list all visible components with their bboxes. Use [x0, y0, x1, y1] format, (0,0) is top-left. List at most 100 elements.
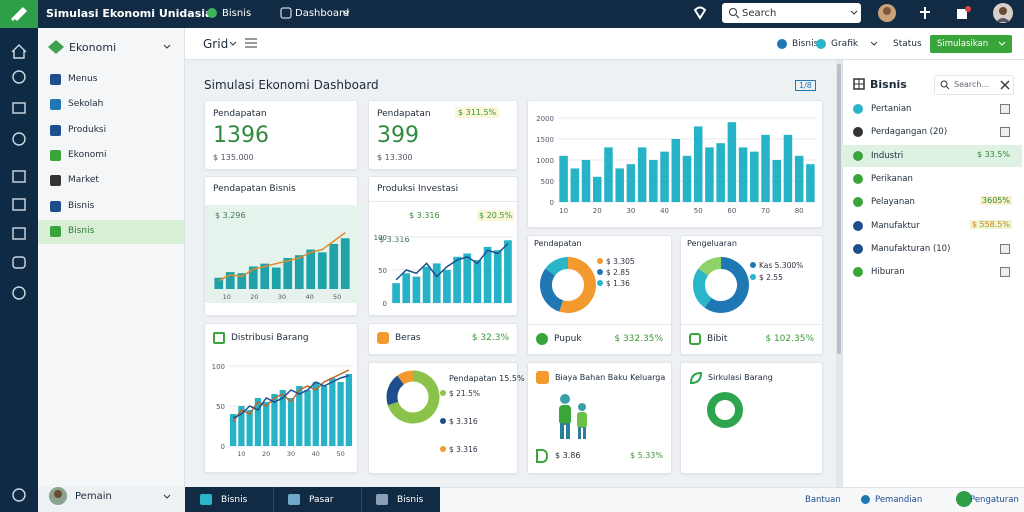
user-avatar[interactable] — [992, 2, 1014, 24]
sidebar-item[interactable]: Ekonomi — [38, 144, 184, 168]
bar — [660, 151, 669, 202]
rail-icon[interactable] — [12, 198, 26, 211]
bottom-tab[interactable]: Bisnis — [397, 495, 424, 505]
item-icon — [50, 99, 61, 111]
bar — [682, 155, 692, 202]
panel-search[interactable] — [934, 75, 1014, 95]
rail-icon[interactable] — [12, 227, 26, 240]
panel-item[interactable]: Industri $ 33.5% — [842, 144, 1022, 167]
panel-item[interactable]: Pertanian — [842, 98, 1022, 120]
rail-icon[interactable] — [12, 102, 26, 114]
chart-label: $ 3.316 — [379, 235, 410, 244]
donut-segment — [397, 370, 414, 385]
checkbox[interactable] — [1000, 267, 1010, 278]
bar — [693, 126, 703, 202]
toolbar-link[interactable]: Bisnis — [792, 39, 819, 49]
rail-icon[interactable] — [12, 286, 26, 300]
rail-icon[interactable] — [12, 132, 26, 146]
notification-icon[interactable] — [955, 5, 971, 21]
icon[interactable] — [693, 6, 707, 20]
rail-icon[interactable] — [12, 256, 26, 269]
avatar[interactable] — [877, 3, 897, 23]
sidebar-item[interactable]: Bisnis — [38, 219, 184, 244]
checkbox[interactable] — [1000, 104, 1010, 114]
top-tab[interactable]: Bisnis — [222, 8, 252, 19]
bar — [473, 260, 482, 303]
stat-label: $ 3.86 — [555, 451, 581, 460]
panel-item[interactable]: Manufakturan (10) — [842, 238, 1022, 260]
item-label: Ekonomi — [68, 149, 107, 160]
card-icon — [536, 333, 548, 345]
dot-icon — [816, 39, 826, 49]
rail-icon[interactable] — [12, 70, 26, 84]
rail-icon[interactable] — [12, 170, 26, 183]
sidebar-item[interactable]: Market — [38, 169, 184, 193]
stat-value: $ 32.3% — [471, 333, 509, 343]
panel-item[interactable]: Pelayanan 3605% — [842, 191, 1022, 213]
bar — [283, 258, 293, 289]
bar — [453, 256, 461, 303]
bottom-tab[interactable]: Pasar — [309, 495, 334, 505]
search-box[interactable] — [722, 3, 861, 23]
kpi-badge: $ 311.5% — [455, 107, 500, 118]
bottom-link[interactable]: Pemandian — [875, 495, 923, 505]
chevron — [998, 41, 1006, 46]
view-select[interactable]: Grid — [203, 37, 229, 51]
toolbar-link[interactable]: Status — [893, 39, 922, 49]
bar — [337, 382, 344, 446]
bottom-link[interactable]: Pengaturan — [970, 495, 1019, 505]
people-illustration — [559, 394, 587, 439]
chevron[interactable] — [163, 494, 171, 500]
chevron — [229, 41, 237, 46]
legend-swatch — [750, 274, 756, 280]
x-tick-label: 50 — [694, 207, 703, 215]
user-avatar[interactable] — [48, 486, 68, 506]
sidebar-item[interactable]: Sekolah — [38, 93, 184, 117]
donut-segment — [540, 268, 564, 312]
sidebar-item[interactable]: Bisnis — [38, 195, 184, 219]
panel-title: Bisnis — [870, 78, 907, 91]
primary-button[interactable] — [930, 35, 1012, 53]
panel-item[interactable]: Manufaktur $ 558.5% — [842, 215, 1022, 237]
bottom-tabs: Bisnis Pasar Bisnis — [185, 487, 440, 512]
checkbox[interactable] — [1000, 243, 1010, 254]
x-tick-label: 60 — [727, 207, 736, 215]
panel-item[interactable]: Perdagangan (20) — [842, 121, 1022, 143]
bottom-tab[interactable]: Bisnis — [221, 495, 248, 505]
bar — [263, 402, 270, 446]
checkbox[interactable] — [1000, 127, 1010, 138]
bar — [504, 240, 512, 303]
bottom-link[interactable]: Bantuan — [805, 495, 841, 505]
rail-icon[interactable] — [11, 44, 27, 59]
close-icon[interactable] — [1000, 80, 1010, 90]
scroll-thumb[interactable] — [837, 64, 841, 354]
rail-icon[interactable] — [12, 488, 26, 502]
card-icon — [536, 449, 548, 463]
bar — [493, 250, 502, 303]
menu-icon[interactable] — [245, 38, 257, 48]
item-icon — [853, 104, 863, 114]
tab-icon — [200, 494, 212, 505]
item-value: $ 558.5% — [969, 219, 1012, 229]
item-label: Sekolah — [68, 99, 104, 110]
chart-label: $ 3.296 — [215, 211, 246, 220]
chevron — [850, 10, 858, 15]
chevron[interactable] — [163, 44, 171, 50]
donut-segment — [698, 257, 722, 276]
top-tab[interactable]: Dashboard — [295, 8, 350, 19]
line-series — [232, 369, 350, 423]
bar — [615, 168, 624, 202]
bar — [294, 255, 304, 289]
sidebar-item[interactable]: Produksi — [38, 119, 184, 143]
page-badge[interactable]: 1/8 — [795, 80, 816, 91]
panel-item[interactable]: Perikanan — [842, 168, 1022, 190]
toolbar-link[interactable]: Grafik — [831, 39, 859, 49]
donut-card: Pendapatan $ 3.305 $ 2.85 $ 1.36 Pupuk $ 3… — [527, 235, 672, 355]
icon[interactable] — [918, 6, 932, 20]
sidebar-item[interactable]: Menus — [38, 68, 184, 92]
panel-item[interactable]: Hiburan — [842, 261, 1022, 283]
legend-swatch — [440, 390, 446, 396]
stat-value: $ 332.35% — [614, 334, 663, 344]
user-name: Pemain — [75, 491, 112, 502]
sidebar-logo — [48, 40, 64, 54]
